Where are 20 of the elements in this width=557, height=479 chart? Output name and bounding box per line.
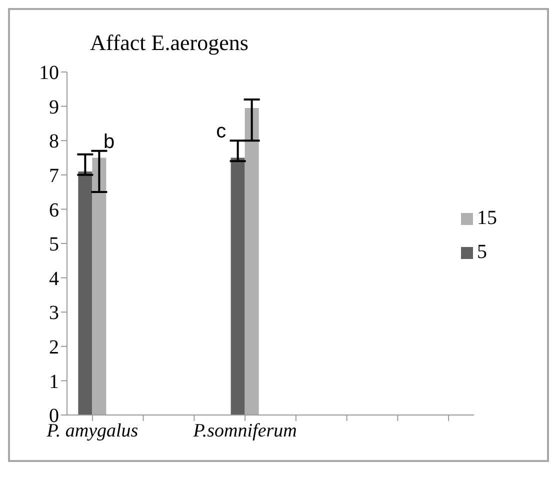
y-tick-label: 7 — [49, 165, 59, 187]
chart-title: Affact E.aerogens — [90, 30, 248, 56]
y-tick-label: 6 — [49, 199, 59, 222]
y-tick-label: 5 — [49, 234, 59, 256]
bar — [230, 158, 245, 415]
y-tick-label: 4 — [49, 268, 59, 290]
bar — [244, 108, 259, 415]
y-tick-label: 3 — [49, 302, 59, 324]
bar — [92, 158, 106, 415]
bar — [78, 171, 92, 415]
y-tick-label: 2 — [49, 336, 59, 358]
legend-label: 15 — [477, 207, 497, 229]
y-tick-label: 9 — [49, 96, 59, 118]
y-tick-label: 8 — [49, 130, 59, 153]
y-tick-label: 1 — [49, 370, 59, 393]
annotation: b — [103, 130, 115, 153]
legend-label: 5 — [477, 241, 487, 263]
y-tick-label: 10 — [39, 62, 59, 84]
x-tick-label: P.somniferum — [192, 420, 297, 442]
annotation: c — [216, 120, 226, 143]
